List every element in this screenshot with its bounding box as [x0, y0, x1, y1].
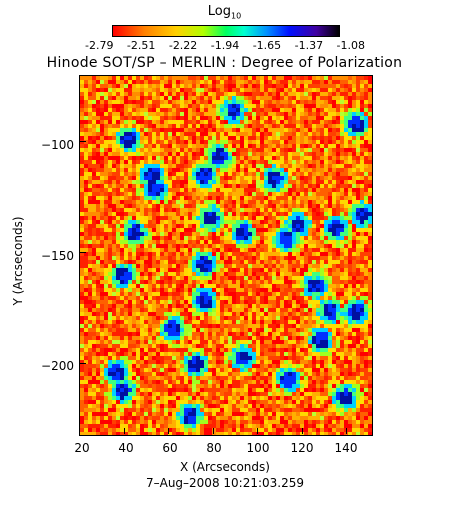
colorbar-tick: -2.51	[126, 39, 156, 52]
y-tick-mark	[80, 363, 86, 365]
y-tick-label: −200	[41, 359, 74, 373]
colorbar-tick: -1.37	[294, 39, 324, 52]
plot-title: Hinode SOT/SP – MERLIN : Degree of Polar…	[46, 55, 403, 71]
colorbar-tick: -2.22	[168, 39, 198, 52]
x-tick-mark	[346, 428, 348, 434]
colorbar-tick: -2.79	[85, 39, 114, 52]
polarization-map	[79, 75, 373, 436]
y-tick-mark	[80, 252, 86, 254]
x-tick-label: 80	[206, 441, 222, 455]
x-tick-label: 60	[162, 441, 178, 455]
x-tick-mark	[212, 428, 214, 434]
colorbar-label-subscript: 10	[231, 11, 242, 21]
x-axis-label: X (Arcseconds)	[180, 460, 270, 474]
colorbar-tick: -1.94	[210, 39, 240, 52]
colorbar-label-text: Log	[207, 4, 232, 19]
x-tick-mark	[301, 428, 303, 434]
y-tick-label: −100	[41, 138, 74, 152]
y-tick-label: −150	[41, 249, 74, 263]
colorbar	[112, 25, 340, 37]
colorbar-label: Log10	[0, 4, 449, 21]
x-tick-label: 100	[246, 441, 270, 455]
x-tick-label: 120	[290, 441, 314, 455]
y-tick-mark	[80, 141, 86, 143]
x-tick-mark	[257, 428, 259, 434]
x-tick-label: 20	[74, 441, 90, 455]
colorbar-tick: -1.08	[336, 39, 365, 52]
x-tick-mark	[123, 428, 125, 434]
x-tick-mark	[79, 428, 80, 434]
y-axis-label: Y (Arcseconds)	[11, 216, 25, 306]
observation-timestamp: 7–Aug–2008 10:21:03.259	[145, 476, 305, 490]
colorbar-tick: -1.65	[252, 39, 282, 52]
x-tick-label: 140	[334, 441, 358, 455]
polarization-texture	[80, 76, 372, 435]
polarization-map-canvas	[80, 76, 372, 435]
x-tick-label: 40	[118, 441, 134, 455]
colorbar-ticks: -2.79 -2.51 -2.22 -1.94 -1.65 -1.37 -1.08	[85, 39, 365, 52]
x-tick-mark	[168, 428, 170, 434]
